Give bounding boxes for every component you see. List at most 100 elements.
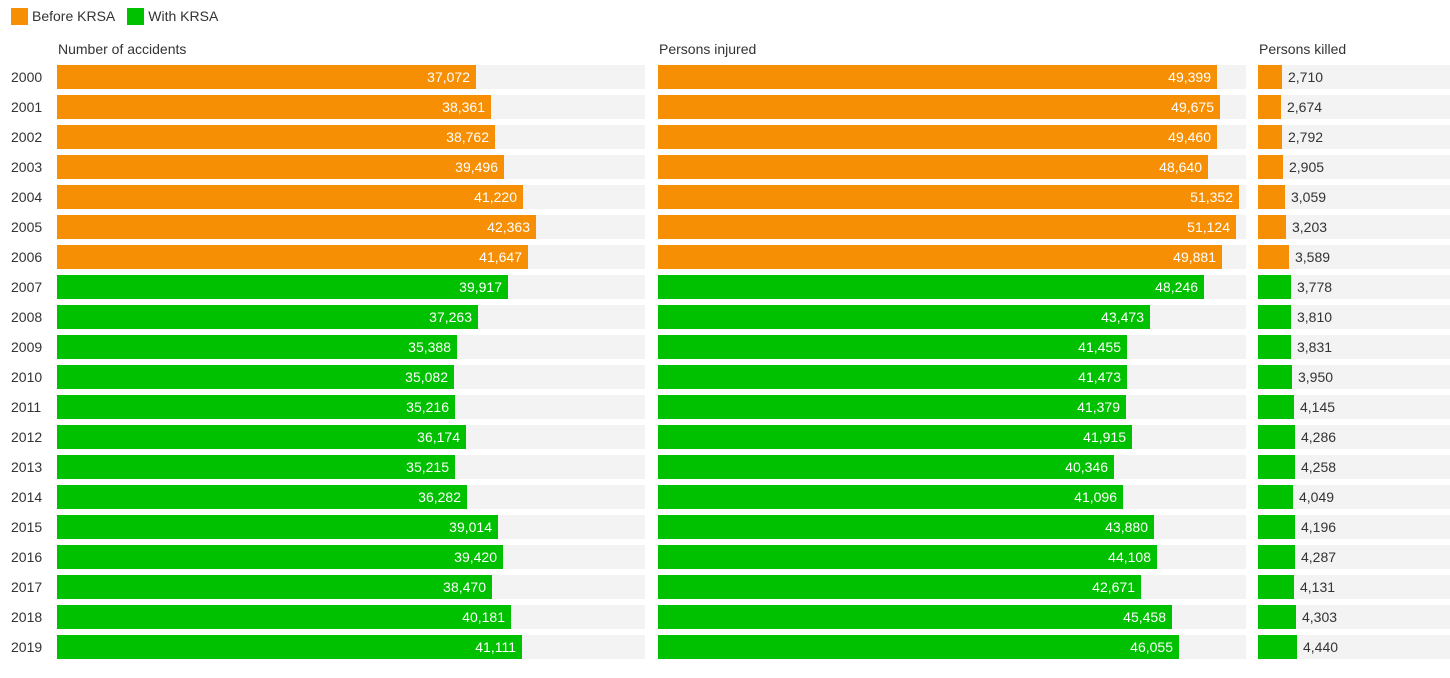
bar[interactable]: [1258, 365, 1292, 389]
bar[interactable]: [658, 575, 1141, 599]
bar[interactable]: [658, 605, 1172, 629]
legend-label-with: With KRSA: [148, 8, 219, 24]
bar[interactable]: [1258, 485, 1293, 509]
bar[interactable]: [1258, 515, 1295, 539]
bar[interactable]: [1258, 65, 1282, 89]
bar[interactable]: [1258, 605, 1296, 629]
data-label: 42,671: [1092, 579, 1135, 595]
bar[interactable]: [1258, 545, 1295, 569]
bar[interactable]: [57, 275, 508, 299]
data-label: 4,286: [1301, 429, 1337, 445]
bar[interactable]: [57, 365, 454, 389]
bar[interactable]: [1258, 155, 1283, 179]
data-label: 45,458: [1123, 609, 1166, 625]
bar[interactable]: [1258, 305, 1291, 329]
data-label: 2,674: [1287, 99, 1323, 115]
data-label: 39,014: [449, 519, 492, 535]
bar[interactable]: [658, 365, 1127, 389]
data-label: 3,203: [1292, 219, 1328, 235]
bar[interactable]: [658, 125, 1217, 149]
bar[interactable]: [658, 425, 1132, 449]
bar[interactable]: [1258, 245, 1289, 269]
bar[interactable]: [57, 245, 528, 269]
bar[interactable]: [1258, 395, 1294, 419]
year-label: 2008: [11, 309, 43, 325]
bar[interactable]: [658, 485, 1123, 509]
bar[interactable]: [57, 635, 522, 659]
bar[interactable]: [658, 515, 1154, 539]
data-label: 41,473: [1078, 369, 1121, 385]
bar[interactable]: [658, 635, 1179, 659]
data-label: 41,379: [1077, 399, 1120, 415]
bar-track: [1258, 215, 1450, 239]
bar[interactable]: [658, 395, 1126, 419]
bar[interactable]: [57, 455, 455, 479]
legend-item-with[interactable]: With KRSA: [127, 7, 219, 25]
data-label: 49,675: [1171, 99, 1214, 115]
bar-track: [1258, 125, 1450, 149]
bar[interactable]: [57, 425, 466, 449]
year-label: 2003: [11, 159, 43, 175]
bar[interactable]: [57, 95, 491, 119]
year-label: 2006: [11, 249, 43, 265]
bar[interactable]: [658, 335, 1127, 359]
bar[interactable]: [57, 335, 457, 359]
bar[interactable]: [658, 455, 1114, 479]
year-label: 2012: [11, 429, 43, 445]
bar[interactable]: [658, 245, 1222, 269]
bar-track: [1258, 95, 1450, 119]
bar[interactable]: [1258, 455, 1295, 479]
bar-track: [1258, 245, 1450, 269]
data-label: 3,831: [1297, 339, 1333, 355]
bar[interactable]: [57, 605, 511, 629]
bar[interactable]: [57, 575, 492, 599]
bar[interactable]: [1258, 335, 1291, 359]
bar[interactable]: [658, 65, 1217, 89]
data-label: 4,258: [1301, 459, 1337, 475]
bar[interactable]: [1258, 425, 1295, 449]
bar[interactable]: [57, 395, 455, 419]
bar[interactable]: [57, 485, 467, 509]
data-label: 51,124: [1187, 219, 1230, 235]
bar[interactable]: [1258, 635, 1297, 659]
legend: Before KRSA With KRSA: [11, 7, 230, 25]
legend-item-before[interactable]: Before KRSA: [11, 7, 115, 25]
legend-swatch-before: [11, 7, 28, 25]
bar[interactable]: [658, 95, 1220, 119]
bar[interactable]: [57, 545, 503, 569]
bar[interactable]: [57, 515, 498, 539]
bar[interactable]: [658, 155, 1208, 179]
bar[interactable]: [57, 125, 495, 149]
bar[interactable]: [658, 545, 1157, 569]
bar[interactable]: [1258, 125, 1282, 149]
data-label: 49,460: [1168, 129, 1211, 145]
data-label: 41,647: [479, 249, 522, 265]
bar[interactable]: [57, 185, 523, 209]
data-label: 40,181: [462, 609, 505, 625]
data-label: 37,072: [427, 69, 470, 85]
bar[interactable]: [1258, 215, 1286, 239]
bar[interactable]: [1258, 575, 1294, 599]
legend-swatch-with: [127, 7, 145, 25]
bar-track: [1258, 185, 1450, 209]
bar[interactable]: [658, 305, 1150, 329]
data-label: 48,640: [1159, 159, 1202, 175]
bar[interactable]: [1258, 185, 1285, 209]
data-label: 37,263: [429, 309, 472, 325]
bar[interactable]: [658, 185, 1239, 209]
bar[interactable]: [658, 275, 1204, 299]
bar[interactable]: [1258, 95, 1281, 119]
year-label: 2002: [11, 129, 43, 145]
year-label: 2007: [11, 279, 43, 295]
bar[interactable]: [57, 65, 476, 89]
data-label: 3,059: [1291, 189, 1327, 205]
year-label: 2017: [11, 579, 43, 595]
bar[interactable]: [1258, 275, 1291, 299]
bar[interactable]: [658, 215, 1236, 239]
bar[interactable]: [57, 305, 478, 329]
data-label: 39,496: [455, 159, 498, 175]
bar[interactable]: [57, 155, 504, 179]
data-label: 43,473: [1101, 309, 1144, 325]
data-label: 4,196: [1301, 519, 1337, 535]
bar[interactable]: [57, 215, 536, 239]
